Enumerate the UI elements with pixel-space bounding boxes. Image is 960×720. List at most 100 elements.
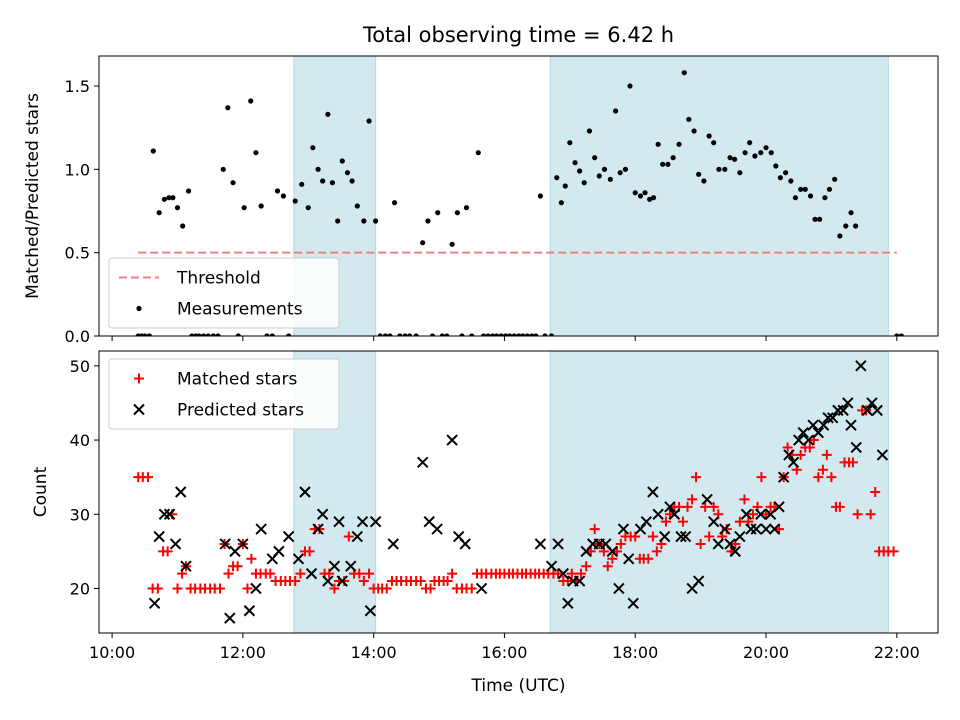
data-point [520, 333, 526, 336]
data-point [798, 186, 804, 192]
data-point [577, 168, 583, 174]
data-point [166, 195, 172, 201]
data-point [463, 205, 470, 211]
data-point [373, 218, 379, 224]
data-point [224, 612, 236, 624]
data-point [870, 487, 881, 497]
data-point [773, 501, 785, 513]
data-point [622, 553, 635, 565]
data-point [312, 523, 324, 535]
data-point [562, 183, 568, 189]
data-point [665, 161, 671, 167]
data-point [358, 576, 369, 587]
data-point [758, 150, 764, 156]
data-point [554, 175, 560, 181]
data-point [861, 404, 874, 417]
data-point [813, 472, 824, 483]
data-point [596, 173, 602, 179]
y-axis-title: Count [31, 466, 51, 517]
data-point [214, 583, 225, 594]
data-point [225, 105, 231, 111]
data-point [691, 472, 702, 483]
data-point [712, 538, 724, 550]
data-point [170, 195, 176, 201]
data-point [617, 523, 630, 535]
data-point [787, 456, 800, 469]
data-point [617, 170, 623, 176]
data-point [777, 471, 790, 483]
data-point [589, 524, 600, 535]
data-point [516, 333, 522, 336]
data-point [807, 193, 814, 199]
data-point [676, 141, 682, 147]
data-point [485, 333, 491, 336]
data-point [364, 568, 375, 579]
data-point [215, 333, 221, 336]
data-point [792, 195, 799, 201]
data-point [397, 333, 403, 336]
data-point [837, 233, 843, 239]
data-point [189, 333, 195, 336]
data-point [651, 546, 662, 557]
data-point [660, 516, 671, 527]
y-tick-label: 0.5 [65, 244, 90, 263]
data-point [827, 412, 839, 424]
data-point [607, 553, 618, 564]
data-point [756, 472, 767, 483]
data-point [299, 181, 305, 187]
data-point [282, 530, 295, 543]
data-point [677, 516, 688, 527]
data-point [425, 218, 431, 224]
data-point [888, 546, 899, 557]
y-tick-label: 50 [70, 357, 90, 376]
data-point [174, 205, 181, 211]
data-point [632, 190, 638, 196]
data-point [413, 333, 419, 336]
data-point [743, 516, 754, 527]
data-point [845, 419, 857, 431]
data-point [322, 575, 334, 587]
data-point [566, 568, 577, 579]
data-point [533, 333, 539, 336]
data-point [480, 333, 487, 336]
legend-label: Measurements [177, 300, 303, 320]
data-point [336, 575, 348, 587]
data-point [696, 171, 702, 177]
data-point [269, 333, 275, 336]
data-point [142, 333, 148, 336]
data-point [315, 166, 321, 172]
data-point [407, 333, 413, 336]
data-point [299, 486, 311, 498]
data-point [622, 166, 629, 172]
data-point [804, 442, 815, 453]
data-point [172, 583, 183, 594]
data-point [866, 397, 878, 409]
data-point [727, 155, 733, 161]
data-point [416, 456, 429, 469]
data-point [220, 166, 226, 172]
data-point [230, 180, 236, 186]
data-point [169, 538, 182, 550]
data-point [695, 538, 706, 549]
data-point [196, 333, 202, 336]
y-tick-label: 40 [70, 431, 90, 450]
x-tick-label: 12:00 [220, 643, 266, 662]
data-point [637, 193, 644, 199]
data-point [329, 180, 336, 186]
data-point [364, 605, 377, 617]
data-point [152, 583, 163, 594]
data-point [387, 333, 393, 336]
data-point [826, 186, 833, 192]
data-point [602, 561, 613, 572]
data-point [592, 155, 598, 161]
data-point [642, 190, 648, 196]
data-point [503, 333, 509, 336]
data-point [586, 128, 593, 134]
legend: Threshold Measurements [108, 257, 340, 329]
legend-marker [134, 373, 144, 384]
legend-box [108, 358, 340, 430]
data-point [356, 515, 369, 528]
data-point [329, 583, 340, 594]
data-point [822, 195, 828, 201]
data-point [316, 508, 329, 520]
